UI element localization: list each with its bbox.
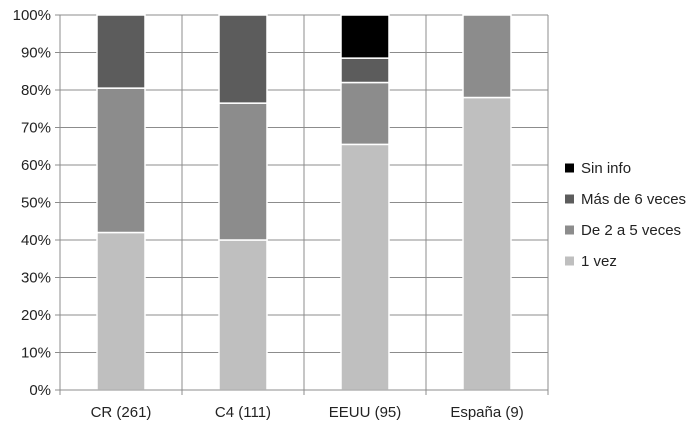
bar-segment	[96, 14, 146, 89]
y-tick-label: 10%	[21, 345, 51, 362]
x-tick-label: CR (261)	[91, 404, 152, 421]
legend-item: Más de 6 veces	[565, 191, 686, 208]
legend-item: 1 vez	[565, 253, 617, 270]
bar-segment	[340, 14, 390, 59]
bar-segment	[340, 57, 390, 84]
legend: Sin info Más de 6 veces De 2 a 5 veces 1 ve…	[565, 160, 686, 270]
bar-segment	[218, 14, 268, 104]
bar-segment	[340, 81, 390, 146]
legend-item: Sin info	[565, 160, 631, 177]
y-tick-label: 0%	[29, 382, 51, 399]
y-tick-labels: 0% 10% 20% 30% 40% 50% 60% 70% 80% 90% 100%	[13, 7, 51, 399]
bar-segment	[462, 96, 512, 391]
legend-label: De 2 a 5 veces	[581, 222, 681, 239]
y-tick-label: 70%	[21, 120, 51, 137]
y-tick-label: 100%	[13, 7, 51, 24]
legend-swatch	[565, 163, 574, 173]
y-tick-label: 60%	[21, 157, 51, 174]
bars	[96, 14, 512, 391]
x-tick-label: C4 (111)	[215, 404, 271, 421]
x-tick-label: EEUU (95)	[329, 404, 402, 421]
bar-segment	[462, 14, 512, 99]
bar-segment	[96, 87, 146, 234]
legend-label: Más de 6 veces	[581, 191, 686, 208]
y-tick-label: 90%	[21, 45, 51, 62]
bar-segment	[218, 239, 268, 391]
bar-segment	[340, 143, 390, 391]
axes	[55, 14, 549, 395]
legend-item: De 2 a 5 veces	[565, 222, 681, 239]
legend-label: 1 vez	[581, 253, 617, 270]
y-tick-label: 40%	[21, 232, 51, 249]
legend-label: Sin info	[581, 160, 631, 177]
bar-segment	[218, 102, 268, 241]
y-tick-label: 20%	[21, 307, 51, 324]
bar-segment	[96, 231, 146, 391]
y-tick-label: 80%	[21, 82, 51, 99]
x-tick-labels: CR (261) C4 (111) EEUU (95) España (9)	[91, 404, 524, 421]
legend-swatch	[565, 194, 574, 204]
y-tick-label: 30%	[21, 270, 51, 287]
legend-swatch	[565, 225, 574, 235]
x-tick-label: España (9)	[450, 404, 523, 421]
y-tick-label: 50%	[21, 195, 51, 212]
legend-swatch	[565, 256, 574, 266]
